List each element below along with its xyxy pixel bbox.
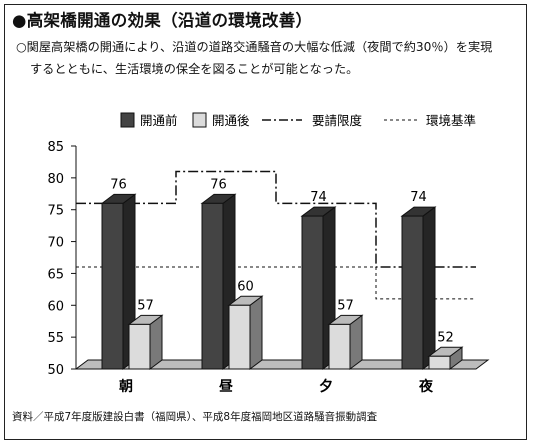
legend-swatch-after xyxy=(192,112,207,128)
data-label: 76 xyxy=(110,177,127,192)
legend-label-before: 開通前 xyxy=(140,113,178,128)
axes: 50 55 60 65 70 75 80 85 朝 昼 夕 夜 xyxy=(47,140,490,395)
bars xyxy=(100,193,464,370)
y-tick-label: 70 xyxy=(47,236,64,251)
bar-after-3 xyxy=(427,346,464,370)
bar-before-0 xyxy=(100,193,137,370)
legend: 開通前 開通後 要請限度 環境基準 xyxy=(120,112,476,128)
x-tick-label: 夕 xyxy=(319,378,333,395)
legend-label-limit: 要請限度 xyxy=(312,113,363,128)
x-tick-label: 夜 xyxy=(418,378,434,395)
data-label: 57 xyxy=(137,298,154,313)
y-tick-label: 65 xyxy=(47,267,64,282)
bar-after-1 xyxy=(227,295,264,370)
y-tick-label: 75 xyxy=(47,204,64,219)
data-label: 76 xyxy=(210,177,227,192)
y-tick-label: 85 xyxy=(47,140,64,155)
reference-lines xyxy=(76,170,476,300)
y-tick-label: 50 xyxy=(47,363,64,378)
chart-title: ●高架橋開通の効果（沿道の環境改善） xyxy=(12,11,313,30)
bar-before-3 xyxy=(400,206,437,370)
y-tick-label: 80 xyxy=(47,172,64,187)
legend-swatch-before xyxy=(120,112,135,128)
x-tick-label: 昼 xyxy=(219,379,233,395)
legend-label-after: 開通後 xyxy=(212,113,250,128)
source-note: 資料／平成7年度版建設白書（福岡県）、平成8年度福岡地区道路騒音振動調査 xyxy=(12,411,378,423)
data-label: 74 xyxy=(410,190,427,205)
data-label: 57 xyxy=(337,298,354,313)
reference-line-limit xyxy=(76,170,476,268)
y-tick-label: 55 xyxy=(47,331,64,346)
legend-label-standard: 環境基準 xyxy=(426,113,476,128)
reference-line-standard xyxy=(76,266,476,300)
data-label: 74 xyxy=(310,190,327,205)
data-labels: 76 57 76 60 74 57 74 52 xyxy=(110,177,454,345)
bar-after-2 xyxy=(327,314,364,370)
y-tick-label: 60 xyxy=(47,299,64,314)
data-label: 52 xyxy=(437,330,454,345)
bar-after-0 xyxy=(127,314,164,370)
chart-description: ○関屋高架橋の開通により、沿道の道路交通騒音の大幅な低減（夜間で約30％）を実現… xyxy=(16,40,493,76)
data-label: 60 xyxy=(237,279,254,294)
x-tick-label: 朝 xyxy=(119,378,133,395)
